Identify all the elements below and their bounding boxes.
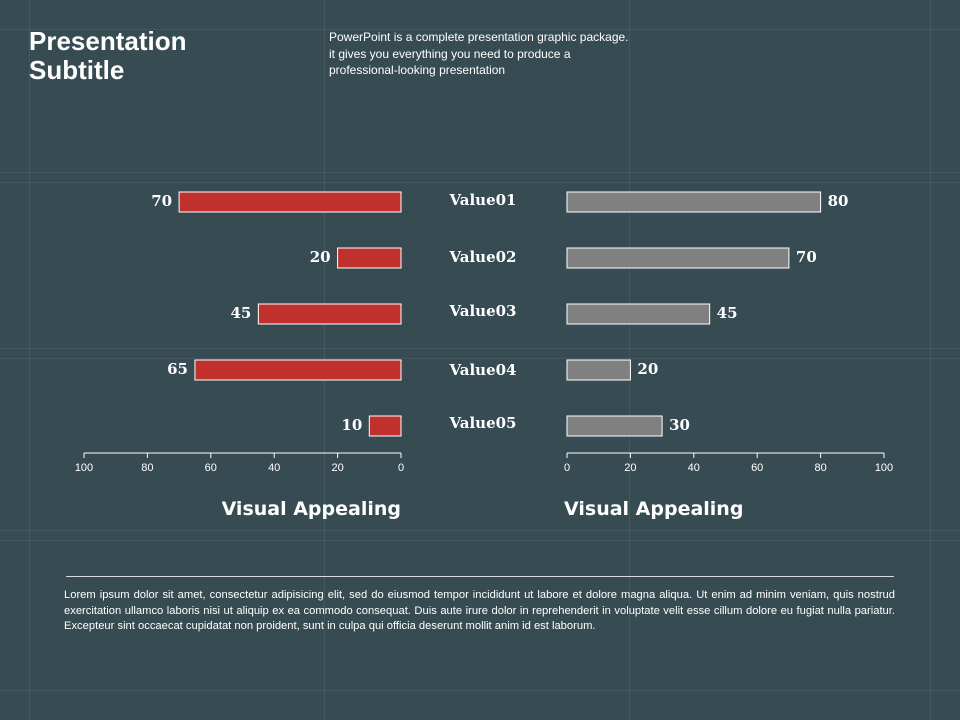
bar [566, 303, 711, 325]
bar [566, 415, 663, 437]
grid-line [0, 29, 960, 30]
x-tick-label: 40 [688, 462, 700, 474]
category-label: Value05 [448, 414, 516, 432]
x-tick-label: 20 [331, 462, 343, 474]
category-label: Value01 [448, 191, 516, 209]
x-tick-label: 0 [564, 462, 570, 474]
x-tick-label: 0 [398, 462, 404, 474]
x-tick-label: 60 [205, 462, 217, 474]
bar [178, 191, 402, 213]
grid-line [930, 0, 931, 720]
x-tick-label: 100 [875, 462, 893, 474]
bar [194, 359, 402, 381]
grid-line [0, 540, 960, 541]
x-tick-label: 40 [268, 462, 280, 474]
data-label: 20 [310, 248, 331, 266]
body-paragraph: Lorem ipsum dolor sit amet, consectetur … [64, 589, 895, 632]
bar [566, 247, 790, 269]
slide-title: Presentation Subtitle [29, 26, 187, 85]
x-axis-title: Visual Appealing [564, 498, 743, 520]
data-label: 45 [230, 304, 251, 322]
data-label: 80 [828, 192, 849, 210]
data-label: 70 [796, 248, 817, 266]
data-label: 65 [167, 360, 188, 378]
bar [257, 303, 402, 325]
bar [368, 415, 402, 437]
grid-line [0, 348, 960, 349]
data-label: 30 [669, 416, 690, 434]
x-tick-label: 60 [751, 462, 763, 474]
grid-line [29, 0, 30, 720]
x-tick-label: 20 [624, 462, 636, 474]
data-label: 45 [717, 304, 738, 322]
category-label: Value03 [448, 302, 516, 320]
category-label: Value04 [448, 361, 516, 379]
divider [66, 576, 894, 577]
grid-line [0, 182, 960, 183]
bar [337, 247, 402, 269]
bar [566, 191, 822, 213]
grid-line [0, 690, 960, 691]
data-label: 70 [151, 192, 172, 210]
bar [566, 359, 631, 381]
data-label: 20 [637, 360, 658, 378]
grid-line [0, 530, 960, 531]
x-axis-title: Visual Appealing [222, 498, 401, 520]
x-tick-label: 100 [75, 462, 93, 474]
grid-line [0, 358, 960, 359]
butterfly-bar-chart: Value01 Value02 Value03 Value04 Value05 70 20 4… [75, 191, 893, 520]
category-label: Value02 [448, 248, 516, 266]
data-label: 10 [341, 416, 362, 434]
x-tick-label: 80 [141, 462, 153, 474]
slide-description: PowerPoint is a complete presentation gr… [329, 30, 629, 77]
x-tick-label: 80 [814, 462, 826, 474]
grid-line [0, 172, 960, 173]
